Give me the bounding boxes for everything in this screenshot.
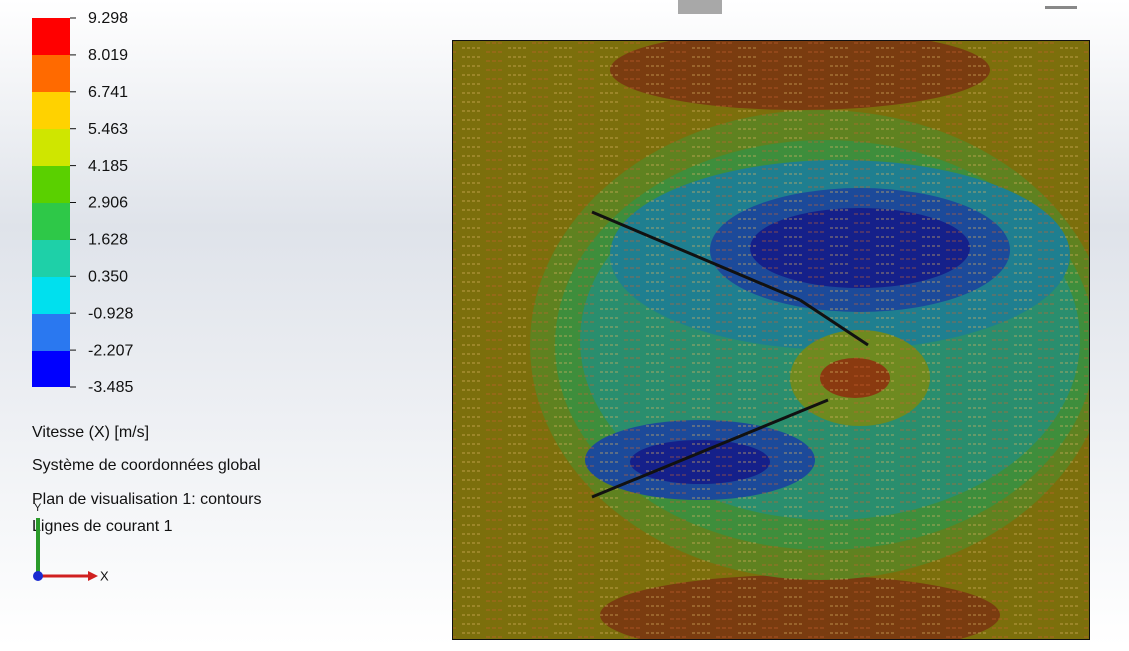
- colorbar-tick-label: 6.741: [88, 84, 128, 101]
- colorbar: [32, 18, 70, 387]
- quantity-label: Vitesse (X) [m/s]: [32, 424, 149, 441]
- color-band: [32, 203, 70, 240]
- triad-y-label: Y: [34, 502, 42, 514]
- streamline-label: Lignes de courant 1: [32, 518, 173, 535]
- color-band: [32, 129, 70, 166]
- plane-label: Plan de visualisation 1: contours: [32, 491, 261, 508]
- colorbar-tick-label: 2.906: [88, 195, 128, 212]
- plot-frame: [452, 40, 1090, 640]
- colorbar-tick-label: 5.463: [88, 121, 128, 138]
- color-band: [32, 92, 70, 129]
- blade: [799, 298, 869, 347]
- triad-x-arrow: [88, 571, 98, 581]
- colorbar-tick-label: 9.298: [88, 10, 128, 27]
- color-band: [32, 18, 70, 55]
- colorbar-tick-label: 8.019: [88, 47, 128, 64]
- color-band: [32, 351, 70, 387]
- color-band: [32, 55, 70, 92]
- axis-triad: X Y: [33, 502, 109, 583]
- color-band: [32, 240, 70, 277]
- color-band: [32, 314, 70, 351]
- colorbar-tick-label: 1.628: [88, 232, 128, 249]
- colorbar-tick-label: -3.485: [88, 379, 133, 396]
- colorbar-tick-label: -2.207: [88, 342, 133, 359]
- colorbar-tick-label: -0.928: [88, 305, 133, 322]
- toolbar-handle: [1045, 6, 1077, 9]
- contour-plot: [453, 41, 1089, 639]
- colorbar-tick-label: 4.185: [88, 158, 128, 175]
- colorbar-ticks: 9.298 8.019 6.741 5.463 4.185 2.906 1.628 0.350…: [70, 10, 133, 396]
- blade: [591, 398, 829, 499]
- color-band: [32, 166, 70, 203]
- blade: [591, 210, 801, 302]
- color-band: [32, 277, 70, 314]
- coordinate-label: Système de coordonnées global: [32, 457, 261, 474]
- toolbar-handle: [678, 0, 722, 14]
- triad-origin: [33, 571, 43, 581]
- triad-x-label: X: [100, 568, 109, 583]
- streamlines: [453, 41, 1089, 639]
- colorbar-tick-label: 0.350: [88, 269, 128, 286]
